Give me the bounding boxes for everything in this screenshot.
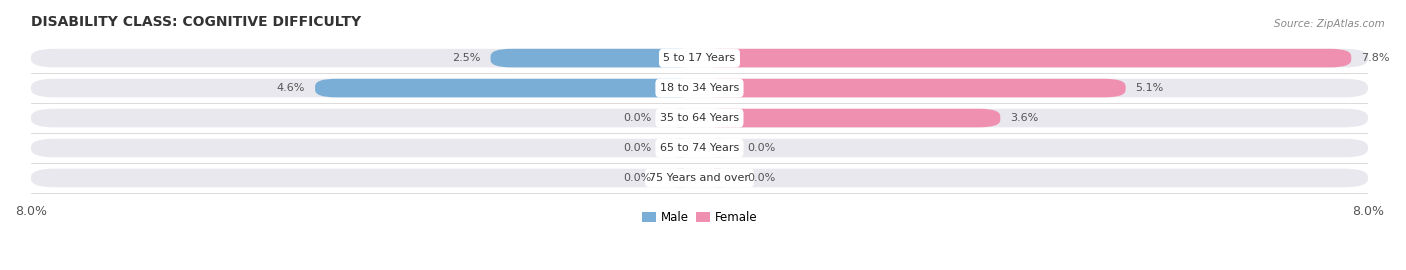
Text: 7.8%: 7.8% xyxy=(1361,53,1389,63)
FancyBboxPatch shape xyxy=(662,169,699,187)
FancyBboxPatch shape xyxy=(699,109,1000,127)
Text: 3.6%: 3.6% xyxy=(1011,113,1039,123)
Text: 0.0%: 0.0% xyxy=(624,113,652,123)
Legend: Male, Female: Male, Female xyxy=(637,206,762,229)
FancyBboxPatch shape xyxy=(31,49,1368,68)
Text: 65 to 74 Years: 65 to 74 Years xyxy=(659,143,740,153)
Text: DISABILITY CLASS: COGNITIVE DIFFICULTY: DISABILITY CLASS: COGNITIVE DIFFICULTY xyxy=(31,15,361,29)
Text: 0.0%: 0.0% xyxy=(624,143,652,153)
Text: 35 to 64 Years: 35 to 64 Years xyxy=(659,113,740,123)
FancyBboxPatch shape xyxy=(699,139,737,157)
FancyBboxPatch shape xyxy=(699,49,1351,68)
FancyBboxPatch shape xyxy=(662,109,699,127)
Text: Source: ZipAtlas.com: Source: ZipAtlas.com xyxy=(1274,19,1385,29)
Text: 2.5%: 2.5% xyxy=(453,53,481,63)
FancyBboxPatch shape xyxy=(699,169,737,187)
FancyBboxPatch shape xyxy=(31,169,1368,187)
Text: 5.1%: 5.1% xyxy=(1136,83,1164,93)
FancyBboxPatch shape xyxy=(31,109,1368,127)
Text: 18 to 34 Years: 18 to 34 Years xyxy=(659,83,740,93)
FancyBboxPatch shape xyxy=(491,49,699,68)
Text: 0.0%: 0.0% xyxy=(747,143,775,153)
Text: 75 Years and over: 75 Years and over xyxy=(650,173,749,183)
FancyBboxPatch shape xyxy=(699,79,1126,97)
Text: 4.6%: 4.6% xyxy=(277,83,305,93)
FancyBboxPatch shape xyxy=(31,139,1368,157)
Text: 0.0%: 0.0% xyxy=(624,173,652,183)
FancyBboxPatch shape xyxy=(315,79,699,97)
FancyBboxPatch shape xyxy=(662,139,699,157)
Text: 0.0%: 0.0% xyxy=(747,173,775,183)
FancyBboxPatch shape xyxy=(31,79,1368,97)
Text: 5 to 17 Years: 5 to 17 Years xyxy=(664,53,735,63)
